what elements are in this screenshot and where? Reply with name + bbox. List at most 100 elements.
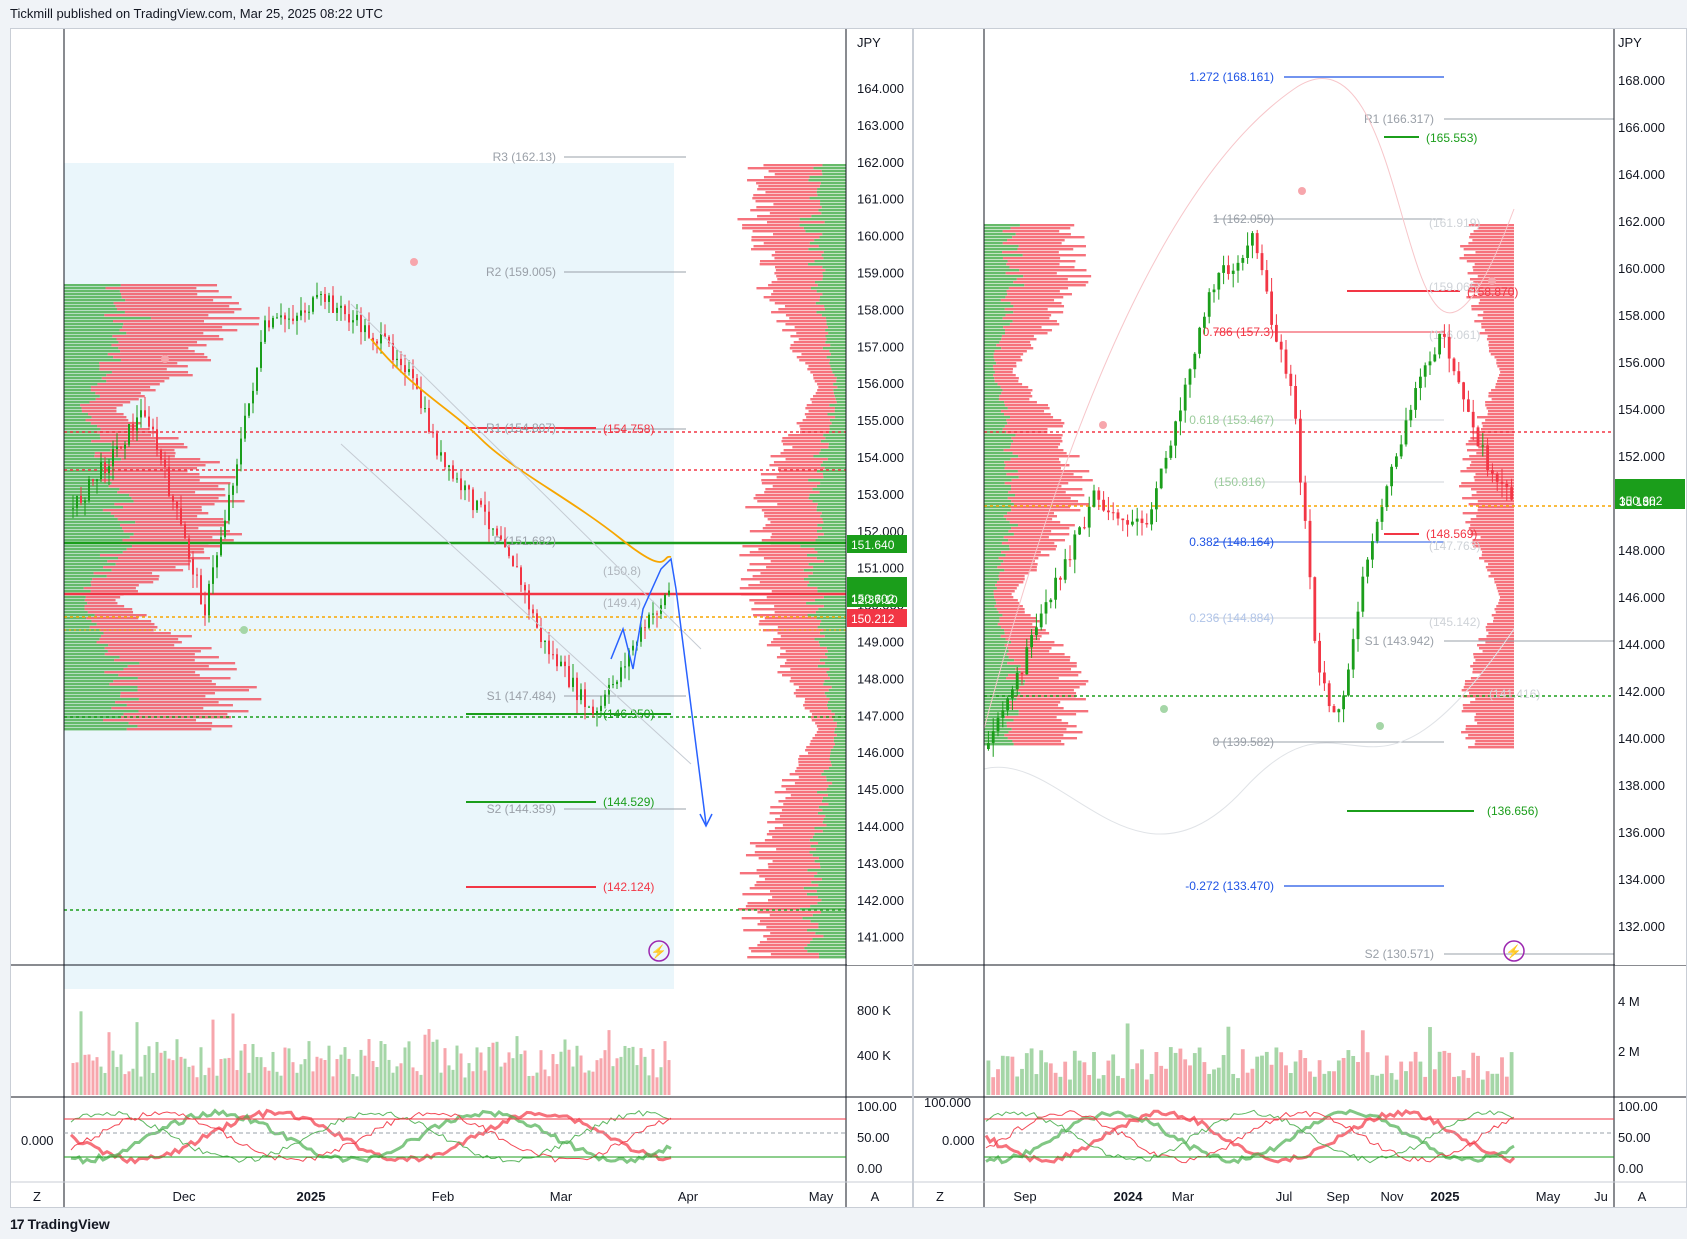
- price-tick: 148.000: [857, 671, 904, 686]
- scale-z-button[interactable]: Z: [936, 1189, 944, 1204]
- left-chart-canvas[interactable]: R3 (162.13) R2 (159.005) R1 (154.807) (154.…: [11, 29, 913, 1208]
- time-tick: Nov: [1380, 1189, 1404, 1204]
- drawings[interactable]: [340, 303, 713, 828]
- time-axis: Dec 2025 Feb Mar Apr May Z A: [33, 1189, 880, 1204]
- volume-tick: 2 M: [1618, 1044, 1640, 1059]
- level-label: 0.618 (153.467): [1189, 413, 1274, 427]
- level-label: (150.816): [1214, 475, 1265, 489]
- volume-pane: [71, 1011, 671, 1095]
- price-tick: 162.000: [1618, 214, 1665, 229]
- price-tick: 162.000: [857, 155, 904, 170]
- level-label: S1 (147.484): [487, 689, 556, 703]
- volume-profile-right: [737, 164, 846, 959]
- countdown-text: 12:37:10: [851, 593, 898, 607]
- scale-z-button[interactable]: Z: [33, 1189, 41, 1204]
- right-chart-panel[interactable]: 1.272 (168.161) R1 (166.317) (165.553) 1 (1…: [913, 28, 1687, 1208]
- osc-value-label: 0.000: [942, 1133, 975, 1148]
- brand-label: TradingView: [27, 1216, 110, 1232]
- time-tick: Sep: [1326, 1189, 1349, 1204]
- level-label: 0.786 (157.3): [1203, 325, 1274, 339]
- time-tick: Apr: [678, 1189, 699, 1204]
- price-tick: 148.000: [1618, 543, 1665, 558]
- oscillator-pane: [64, 1108, 846, 1165]
- time-tick: May: [1536, 1189, 1561, 1204]
- time-tick: Jul: [1276, 1189, 1293, 1204]
- osc-tick: 50.00: [857, 1130, 890, 1145]
- level-label: (142.124): [603, 880, 654, 894]
- volume-profile-left: [64, 284, 262, 731]
- publisher-line: Tickmill published on TradingView.com, M…: [10, 6, 383, 21]
- price-tick: 147.000: [857, 708, 904, 723]
- last-price-badge: [847, 577, 907, 607]
- price-tick: 168.000: [1618, 73, 1665, 88]
- osc-tick: 0.00: [857, 1161, 882, 1176]
- price-tick: 163.000: [857, 118, 904, 133]
- time-tick: May: [809, 1189, 834, 1204]
- tradingview-mark-icon: 17: [10, 1216, 25, 1232]
- last-price-badge-text: 150.602: [1619, 494, 1663, 508]
- level-label: S2 (130.571): [1365, 947, 1434, 961]
- price-tick: 155.000: [857, 413, 904, 428]
- osc-tick: 50.00: [1618, 1130, 1651, 1145]
- time-axis: Sep 2024 Mar Jul Sep Nov 2025 May Ju Z A: [936, 1189, 1647, 1204]
- price-tick: 136.000: [1618, 825, 1665, 840]
- volume-tick: 800 K: [857, 1003, 891, 1018]
- currency-label: JPY: [857, 35, 881, 50]
- right-chart-canvas[interactable]: 1.272 (168.161) R1 (166.317) (165.553) 1 (1…: [914, 29, 1687, 1208]
- time-tick: Sep: [1013, 1189, 1036, 1204]
- price-tick: 141.000: [857, 930, 904, 945]
- candles: [72, 282, 670, 727]
- level-lines: 1.272 (168.161) R1 (166.317) (165.553) 1 (1…: [983, 70, 1614, 961]
- level-label: S2 (144.359): [487, 802, 556, 816]
- price-tick: 157.000: [857, 339, 904, 354]
- price-tick: 156.000: [857, 376, 904, 391]
- volume-tick: 400 K: [857, 1048, 891, 1063]
- level-label: S1 (143.942): [1365, 634, 1434, 648]
- price-tick: 156.000: [1618, 355, 1665, 370]
- price-tick: 153.000: [857, 487, 904, 502]
- price-tick: 166.000: [1618, 120, 1665, 135]
- osc-tick: 0.00: [1618, 1161, 1643, 1176]
- level-label: 0.236 (144.884): [1189, 611, 1274, 625]
- level-label: (145.142): [1429, 615, 1480, 629]
- level-label: (148.569): [1426, 527, 1477, 541]
- lightning-icon[interactable]: [648, 940, 670, 962]
- price-axis-labels: JPY 168.000 166.000 164.000 162.000 160.000 15…: [924, 35, 1665, 1176]
- level-label: (147.763): [1429, 539, 1480, 553]
- resistance-badge: [847, 535, 907, 553]
- price-tick: 143.000: [857, 856, 904, 871]
- level-label: (158.870): [1467, 285, 1518, 299]
- price-tick: 142.000: [857, 893, 904, 908]
- price-axis[interactable]: [847, 29, 913, 965]
- time-tick: Mar: [1172, 1189, 1195, 1204]
- osc-value-label: 100.000: [924, 1095, 971, 1110]
- price-tick: 146.000: [857, 745, 904, 760]
- level-label: R1 (154.807): [486, 421, 556, 435]
- lightning-glyph: ⚡: [1506, 944, 1522, 960]
- price-tick: 132.000: [1618, 919, 1665, 934]
- scale-auto-button[interactable]: A: [871, 1189, 880, 1204]
- osc-value-label: 0.000: [21, 1133, 54, 1148]
- level-label: 0 (139.582): [1213, 735, 1274, 749]
- currency-label: JPY: [1618, 35, 1642, 50]
- tradingview-logo[interactable]: 17 TradingView: [10, 1216, 110, 1232]
- price-tick: 154.000: [1618, 402, 1665, 417]
- scale-auto-button[interactable]: A: [1638, 1189, 1647, 1204]
- level-label: (161.919): [1429, 216, 1480, 230]
- price-tick: 161.000: [857, 192, 904, 207]
- price-tick: 159.000: [857, 266, 904, 281]
- left-chart-panel[interactable]: R3 (162.13) R2 (159.005) R1 (154.807) (154.…: [10, 28, 913, 1208]
- price-tick: 164.000: [1618, 167, 1665, 182]
- price-tick: 151.000: [857, 561, 904, 576]
- osc-tick: 100.00: [857, 1099, 897, 1114]
- lightning-icon[interactable]: [1503, 940, 1525, 962]
- price-tick: 138.000: [1618, 778, 1665, 793]
- price-tick: 154.000: [857, 450, 904, 465]
- level-label: (154.758): [603, 422, 654, 436]
- time-tick: Feb: [432, 1189, 454, 1204]
- level-label: (141.416): [1489, 687, 1540, 701]
- level-label: 1 (162.050): [1213, 212, 1274, 226]
- last-price-badge-text: 150.602: [851, 592, 895, 606]
- price-tick: 160.000: [857, 229, 904, 244]
